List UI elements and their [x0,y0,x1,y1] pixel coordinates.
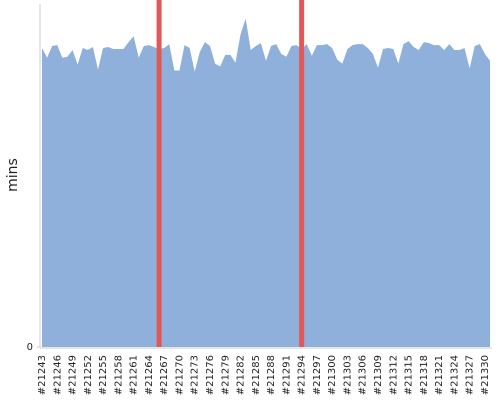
x-tick-label: #21309 [373,355,384,395]
x-tick-label: #21330 [480,355,491,395]
x-tick-label: #21249 [68,355,79,395]
x-tick-label: #21321 [434,355,445,395]
x-tick-label: #21312 [388,355,399,395]
y-tick-label: 0 [27,342,33,353]
x-tick-label: #21318 [419,355,430,395]
failed-build-bar [156,0,162,348]
y-axis-label: mins [5,158,21,192]
x-tick-label: #21267 [159,355,170,395]
x-tick-label: #21243 [37,355,48,395]
x-tick-label: #21276 [205,355,216,395]
x-tick-label: #21261 [129,355,140,395]
x-tick-label: #21270 [174,355,185,395]
x-tick-label: #21246 [52,355,63,395]
x-tick-label: #21255 [98,355,109,395]
x-tick-label: #21252 [83,355,94,395]
x-tick-label: #21297 [312,355,323,395]
x-tick-label: #21288 [266,355,277,395]
x-tick-label: #21279 [220,355,231,395]
failed-build-bar [299,0,305,348]
x-tick-label: #21300 [327,355,338,395]
x-tick-label: #21327 [465,355,476,395]
x-tick-label: #21282 [236,355,247,395]
x-tick-label: #21291 [281,355,292,395]
duration-area [42,18,490,348]
x-tick-label: #21306 [358,355,369,395]
x-tick-label: #21285 [251,355,262,395]
x-tick-label: #21303 [342,355,353,395]
x-tick-label: #21294 [297,355,308,395]
x-tick-label: #21315 [404,355,415,395]
x-tick-label: #21258 [113,355,124,395]
x-tick-label: #21264 [144,355,155,395]
x-tick-label: #21273 [190,355,201,395]
x-tick-label: #21324 [449,355,460,395]
plot-area [42,0,490,348]
